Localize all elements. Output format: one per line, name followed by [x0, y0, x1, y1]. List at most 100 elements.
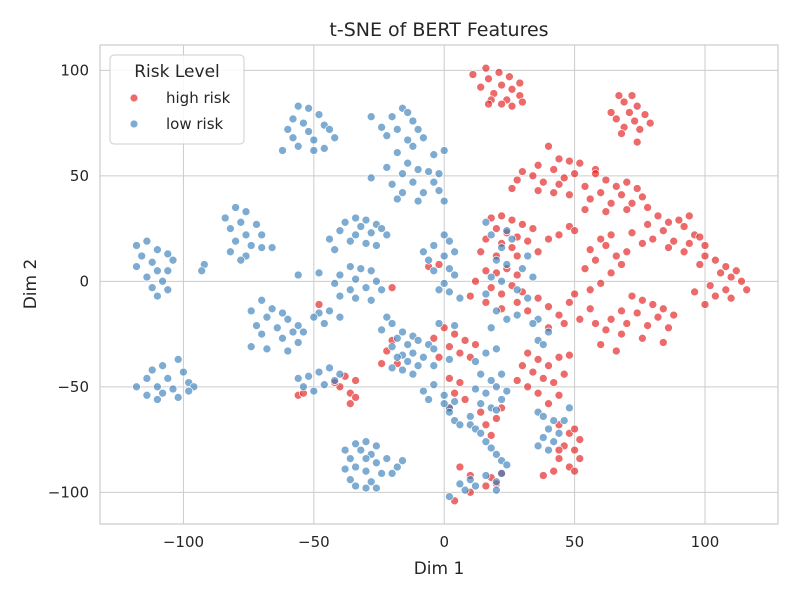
high-risk-point — [617, 306, 626, 316]
high-risk-point — [533, 355, 543, 364]
high-risk-point — [554, 352, 564, 362]
high-risk-point — [486, 283, 496, 293]
low-risk-point — [377, 325, 386, 335]
low-risk-point — [335, 270, 345, 280]
low-risk-point — [455, 479, 465, 489]
high-risk-point — [638, 333, 647, 343]
high-risk-point — [585, 245, 595, 255]
high-risk-point — [507, 243, 517, 252]
high-risk-point — [614, 91, 624, 100]
low-risk-point — [492, 306, 501, 316]
low-risk-point — [257, 243, 267, 252]
low-risk-point — [168, 384, 178, 394]
high-risk-point — [648, 300, 658, 309]
low-risk-point — [153, 266, 162, 276]
low-risk-point — [481, 289, 491, 299]
low-risk-point — [455, 293, 465, 303]
high-risk-point — [695, 232, 705, 242]
low-risk-point — [309, 386, 319, 396]
low-risk-point — [398, 169, 407, 179]
high-risk-point — [314, 300, 324, 309]
low-risk-point — [408, 177, 418, 187]
low-risk-point — [502, 460, 512, 470]
y-tick-label: 100 — [60, 61, 89, 79]
low-risk-point — [325, 125, 334, 134]
high-risk-point — [643, 203, 652, 212]
high-risk-point — [455, 348, 465, 358]
chart-title: t-SNE of BERT Features — [329, 19, 548, 41]
legend-title: Risk Level — [134, 62, 220, 82]
low-risk-point — [356, 264, 366, 274]
high-risk-point — [570, 169, 579, 179]
low-risk-point — [184, 386, 194, 396]
low-risk-point — [319, 144, 329, 153]
high-risk-point — [515, 78, 525, 88]
high-risk-point — [481, 266, 491, 276]
high-risk-point — [596, 279, 606, 288]
high-risk-point — [554, 154, 564, 164]
legend-label-high-risk: high risk — [166, 89, 231, 107]
low-risk-point — [377, 224, 386, 233]
high-risk-point — [575, 454, 585, 463]
high-risk-point — [538, 374, 548, 383]
x-tick-label: −100 — [163, 533, 204, 551]
high-risk-point — [622, 177, 632, 187]
low-risk-point — [153, 382, 162, 392]
high-risk-point — [429, 333, 439, 343]
high-risk-point — [533, 186, 543, 195]
high-risk-point — [679, 247, 689, 257]
low-risk-point — [319, 380, 329, 390]
y-tick-label: −50 — [57, 378, 89, 396]
low-risk-point — [549, 416, 559, 425]
low-risk-point — [439, 230, 449, 240]
low-risk-point — [137, 251, 147, 261]
high-risk-point — [471, 276, 480, 286]
low-risk-point — [492, 405, 501, 415]
low-risk-point — [486, 376, 496, 385]
high-risk-point — [632, 184, 642, 193]
low-risk-point — [288, 114, 298, 124]
low-risk-point — [372, 276, 381, 286]
low-risk-point — [445, 355, 454, 364]
high-risk-point — [611, 182, 621, 191]
low-risk-point — [528, 272, 538, 282]
high-risk-point — [635, 125, 645, 134]
high-risk-point — [486, 431, 496, 440]
high-risk-point — [538, 471, 548, 480]
high-risk-point — [476, 82, 486, 92]
low-risk-point — [361, 239, 371, 248]
low-risk-point — [340, 445, 350, 455]
high-risk-point — [512, 298, 522, 307]
low-risk-point — [481, 388, 491, 398]
low-risk-point — [257, 295, 267, 305]
high-risk-point — [387, 283, 397, 293]
low-risk-point — [278, 146, 287, 155]
high-risk-point — [544, 361, 553, 371]
low-risk-point — [419, 188, 428, 198]
low-risk-point — [147, 257, 157, 267]
low-risk-point — [288, 327, 298, 337]
high-risk-point — [377, 359, 386, 368]
low-risk-point — [544, 445, 553, 455]
high-risk-point — [570, 226, 579, 236]
low-risk-point — [351, 481, 360, 491]
high-risk-point — [622, 205, 632, 214]
legend-label-low-risk: low risk — [166, 115, 224, 133]
low-risk-point — [293, 338, 303, 347]
low-risk-point — [392, 462, 402, 472]
high-risk-point — [554, 454, 564, 463]
high-risk-point — [627, 291, 637, 301]
high-risk-point — [492, 414, 501, 423]
low-risk-point — [293, 101, 303, 111]
low-risk-point — [314, 367, 324, 377]
low-risk-point — [471, 384, 480, 394]
low-risk-point — [361, 454, 371, 463]
high-risk-point — [559, 319, 569, 328]
high-risk-point — [575, 314, 585, 324]
low-risk-point — [372, 241, 381, 250]
low-risk-point — [257, 329, 267, 339]
low-risk-point — [158, 388, 167, 398]
high-risk-point — [570, 289, 579, 299]
low-risk-point — [299, 382, 308, 392]
